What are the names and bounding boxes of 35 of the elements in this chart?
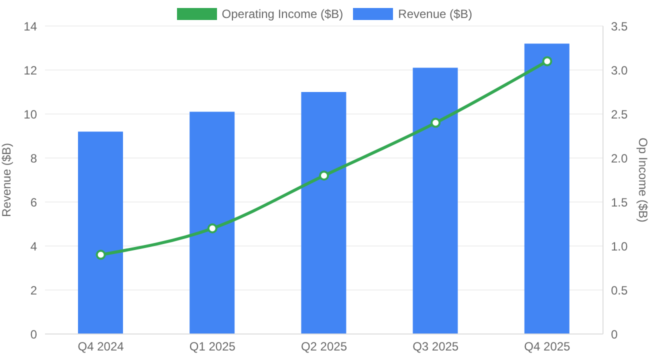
y-axis-title: Revenue ($B) bbox=[0, 142, 14, 218]
point bbox=[207, 223, 218, 234]
point bbox=[430, 118, 441, 128]
point bbox=[96, 250, 106, 260]
y-tick-label: 6 bbox=[30, 195, 38, 210]
x-tick-label: Q2 2025 bbox=[300, 340, 348, 354]
y-tick-label: 10 bbox=[24, 107, 38, 122]
point bbox=[319, 170, 329, 181]
bar bbox=[190, 112, 235, 334]
x-tick-label: Q3 2025 bbox=[412, 340, 459, 354]
legend-label: Operating Income ($B) bbox=[222, 7, 344, 21]
y2-tick-label: 1.0 bbox=[611, 239, 628, 254]
point bbox=[542, 56, 552, 66]
y2-tick-label: 0.5 bbox=[611, 283, 628, 298]
y2-tick-label: 0 bbox=[611, 327, 618, 342]
y-tick-label: 8 bbox=[30, 151, 38, 166]
y2-tick-label: 3.5 bbox=[611, 19, 628, 34]
x-tick-label: Q4 2024 bbox=[78, 340, 124, 354]
bar bbox=[301, 92, 346, 334]
y2-axis-title: Op Income ($B) bbox=[636, 138, 649, 222]
y2-tick-label: 1.5 bbox=[611, 195, 628, 210]
bar bbox=[412, 68, 458, 334]
x-tick-label: Q1 2025 bbox=[189, 340, 236, 354]
legend-label: Revenue ($B) bbox=[398, 7, 472, 21]
y2-tick-label: 2.5 bbox=[611, 107, 628, 122]
y-tick-label: 0 bbox=[30, 327, 38, 342]
y-tick-label: 2 bbox=[30, 283, 38, 298]
bar bbox=[78, 132, 123, 334]
y2-tick-label: 2.0 bbox=[611, 151, 628, 166]
y2-tick-label: 3.0 bbox=[611, 63, 628, 78]
y-tick-label: 4 bbox=[30, 239, 38, 254]
bar bbox=[524, 44, 570, 334]
y-tick-label: 14 bbox=[24, 19, 38, 34]
y-tick-label: 12 bbox=[24, 63, 38, 78]
x-tick-label: Q4 2025 bbox=[524, 340, 571, 354]
